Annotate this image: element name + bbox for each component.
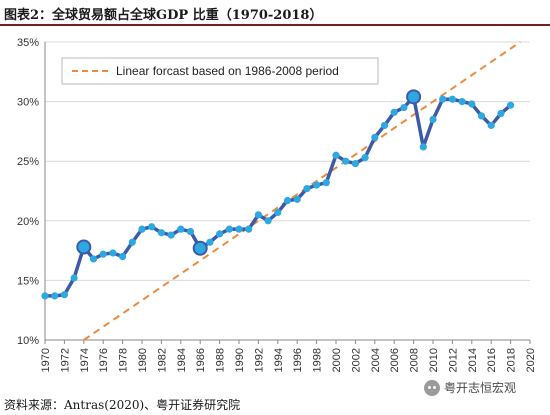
x-tick-label: 1980 — [137, 348, 149, 372]
data-point — [99, 250, 107, 258]
y-tick-label: 25% — [17, 156, 39, 168]
x-tick-label: 1988 — [215, 348, 227, 372]
data-point — [245, 225, 253, 233]
x-tick-label: 2004 — [370, 348, 382, 372]
y-tick-label: 15% — [17, 275, 39, 287]
data-point — [206, 238, 214, 246]
wechat-icon — [424, 379, 440, 396]
x-tick-label: 1972 — [59, 348, 71, 372]
data-point — [448, 95, 456, 103]
x-tick-label: 1976 — [98, 348, 110, 372]
chart-title: 图表2：全球贸易额占全球GDP 比重（1970-2018） — [4, 8, 323, 23]
x-tick-label: 1998 — [312, 348, 324, 372]
data-point — [487, 121, 495, 130]
trendline-layer — [83, 41, 521, 341]
y-tick-label: 35% — [17, 37, 39, 49]
x-tick-label: 1982 — [156, 348, 168, 372]
x-tick-label: 2010 — [428, 348, 440, 372]
data-point — [507, 101, 515, 109]
x-tick-label: 1978 — [118, 348, 130, 372]
grid-lines — [45, 41, 530, 281]
title-rule — [0, 24, 550, 26]
data-point — [264, 217, 272, 225]
x-tick-label: 2016 — [486, 348, 498, 372]
data-point — [303, 185, 311, 193]
y-tick-label: 30% — [17, 97, 39, 109]
highlight-point — [76, 239, 92, 255]
highlight-point — [406, 89, 422, 105]
x-tick-label: 1970 — [40, 348, 52, 372]
x-tick-label: 1994 — [273, 348, 285, 372]
data-point — [293, 195, 301, 203]
data-point — [419, 143, 427, 151]
data-point — [51, 292, 59, 300]
x-tick-label: 2012 — [447, 348, 459, 372]
data-point — [361, 154, 369, 162]
data-point — [429, 115, 437, 124]
data-point — [313, 181, 321, 189]
y-tick-label: 20% — [17, 216, 39, 228]
data-point — [254, 211, 262, 219]
legend-trend-label: Linear forcast based on 1986-2008 period — [116, 64, 339, 78]
data-point — [60, 291, 68, 299]
legend: Linear forcast based on 1986-2008 period — [61, 57, 379, 85]
data-point — [138, 225, 146, 233]
data-point — [468, 100, 476, 108]
data-point — [351, 159, 359, 168]
x-tick-label: 1992 — [253, 348, 265, 372]
data-point — [128, 238, 136, 246]
data-point — [342, 157, 350, 165]
data-point — [186, 227, 195, 236]
data-point — [283, 196, 292, 205]
data-point — [390, 108, 398, 116]
source-note: 资料来源：Antras(2020)、粤开证券研究院 — [4, 398, 241, 412]
data-point — [89, 255, 98, 263]
trendline — [83, 41, 521, 341]
x-tick-label: 1990 — [234, 348, 246, 372]
data-point — [274, 208, 282, 217]
data-point — [458, 98, 466, 106]
watermark: 粤开志恒宏观 — [424, 379, 516, 396]
data-point — [477, 112, 486, 120]
x-tick-label: 2008 — [409, 348, 421, 372]
x-tick-label: 1984 — [176, 348, 188, 372]
x-tick-label: 1974 — [79, 348, 91, 372]
data-point — [119, 252, 127, 261]
data-point — [216, 230, 224, 238]
highlight-point — [192, 240, 208, 256]
x-tick-label: 2002 — [350, 348, 362, 372]
x-tick-label: 1986 — [195, 348, 207, 372]
x-tick-label: 2006 — [389, 348, 401, 372]
data-point — [439, 95, 447, 103]
x-tick-label: 2014 — [467, 348, 479, 372]
data-point — [225, 225, 233, 233]
data-point — [109, 249, 117, 257]
series-line — [45, 95, 512, 298]
data-point — [70, 274, 78, 282]
data-point — [235, 225, 243, 233]
x-tick-label: 2018 — [506, 348, 518, 372]
data-point — [148, 223, 156, 231]
y-tick-label: 10% — [17, 335, 39, 347]
data-point — [157, 229, 165, 237]
watermark-text: 粤开志恒宏观 — [444, 381, 517, 395]
data-point — [380, 121, 389, 130]
series-layer — [41, 89, 515, 300]
data-point — [322, 179, 330, 187]
data-point — [41, 292, 49, 300]
data-point — [371, 133, 379, 141]
x-axis: 1970 1972 1974 1976 1978 1980 1982 1984 1986 1988… — [40, 339, 537, 372]
x-tick-label: 1996 — [292, 348, 304, 372]
data-point — [400, 103, 408, 112]
y-axis: 10% 15% 20% 25% 30% 35% — [17, 37, 46, 347]
legend-box — [61, 57, 379, 85]
data-point — [167, 231, 175, 239]
data-point — [332, 151, 340, 159]
x-tick-label: 2020 — [525, 348, 537, 372]
data-point — [497, 109, 505, 118]
x-tick-label: 2000 — [331, 348, 343, 372]
data-point — [177, 225, 185, 233]
